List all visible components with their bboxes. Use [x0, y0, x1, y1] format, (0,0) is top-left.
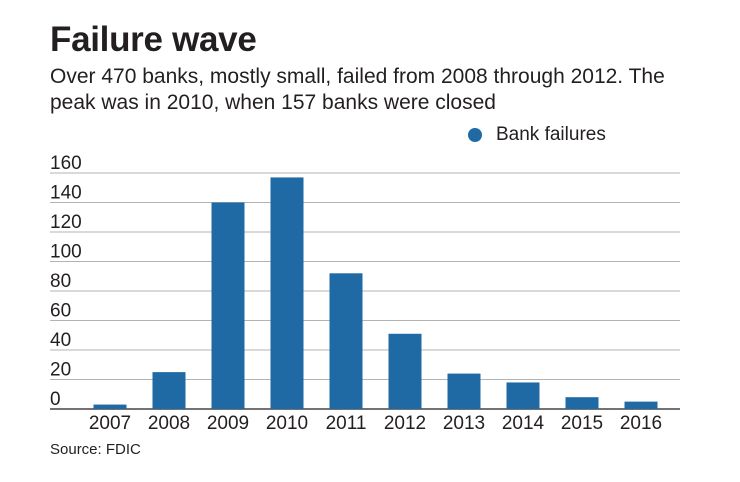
x-tick-label: 2014: [502, 413, 545, 434]
x-tick-label: 2012: [384, 413, 426, 434]
x-axis-labels: 2007 2008 2009 2010 2011 2012 2013 2014 2015 2016: [89, 413, 662, 434]
bar-2008: [152, 372, 186, 409]
legend-swatch: [468, 128, 482, 142]
y-tick-label: 100: [50, 242, 82, 263]
bar-2014: [506, 382, 540, 409]
y-tick-label: 140: [50, 183, 82, 204]
x-tick-label: 2015: [561, 413, 603, 434]
legend-label: Bank failures: [496, 124, 606, 145]
gridlines: [50, 172, 680, 410]
y-tick-label: 0: [50, 389, 61, 410]
bar-2011: [329, 273, 363, 409]
bar-2013: [447, 373, 481, 409]
x-tick-label: 2008: [148, 413, 190, 434]
bar-2010: [270, 177, 304, 409]
y-axis-labels: 0 20 40 60 80 100 120 140 160: [50, 153, 82, 410]
bar-2007: [93, 404, 127, 409]
x-tick-label: 2016: [620, 413, 662, 434]
x-tick-label: 2013: [443, 413, 485, 434]
y-tick-label: 60: [50, 301, 71, 322]
y-tick-label: 20: [50, 360, 71, 381]
x-tick-label: 2010: [266, 413, 308, 434]
x-tick-label: 2009: [207, 413, 249, 434]
y-tick-label: 120: [50, 212, 82, 233]
source-note: Source: FDIC: [50, 441, 141, 458]
bar-2015: [565, 397, 599, 409]
y-tick-label: 80: [50, 271, 71, 292]
x-tick-label: 2007: [89, 413, 131, 434]
y-tick-label: 40: [50, 330, 71, 351]
bar-2009: [211, 202, 245, 409]
bar-2016: [624, 401, 658, 409]
bar-2012: [388, 333, 422, 409]
chart-subtitle: Over 470 banks, mostly small, failed fro…: [50, 65, 665, 114]
bars: [93, 177, 658, 409]
x-tick-label: 2011: [326, 413, 367, 434]
chart-title: Failure wave: [50, 20, 257, 59]
y-tick-label: 160: [50, 153, 82, 174]
legend: Bank failures: [468, 124, 606, 146]
